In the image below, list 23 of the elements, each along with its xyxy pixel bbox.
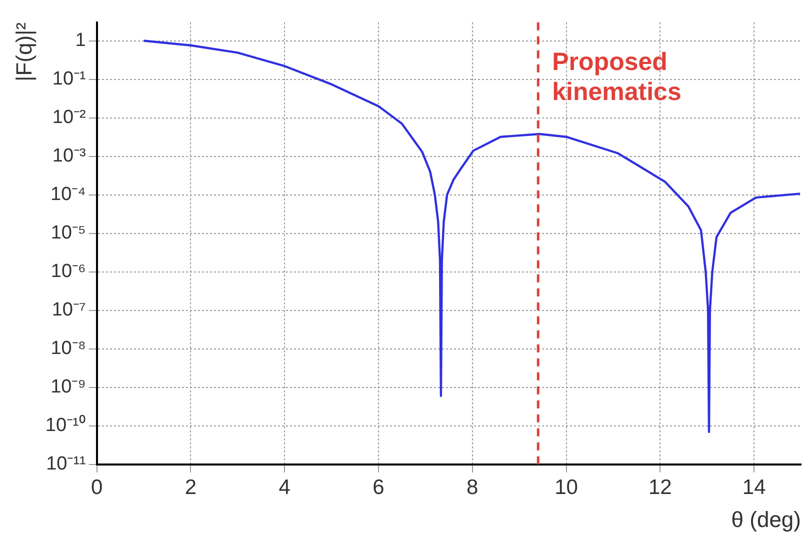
x-tick-label: 0 xyxy=(91,476,103,499)
x-tick-label: 8 xyxy=(466,476,478,499)
y-tick-label: 10⁻⁴ xyxy=(50,184,86,206)
y-tick-label: 10⁻⁶ xyxy=(50,261,86,282)
x-tick-label: 10 xyxy=(554,476,578,499)
y-tick-label: 1 xyxy=(75,30,86,52)
y-tick-label: 10⁻⁷ xyxy=(52,300,86,321)
y-axis-title: |F(q)|² xyxy=(11,22,36,82)
y-tick-label: 10⁻⁹ xyxy=(50,376,86,398)
x-tick-label: 4 xyxy=(278,476,291,499)
y-tick-label: 10⁻³ xyxy=(52,146,86,167)
x-tick-label: 2 xyxy=(184,476,197,499)
y-tick-label: 10⁻⁸ xyxy=(50,338,86,360)
x-tick-label: 12 xyxy=(648,476,672,499)
ref-line-label: Proposed kinematics xyxy=(552,48,682,106)
y-tick-label: 10⁻² xyxy=(52,107,86,128)
y-tick-label: 10⁻¹¹ xyxy=(46,454,86,475)
x-axis-title: θ (deg) xyxy=(731,506,801,532)
x-tick-label: 14 xyxy=(742,476,766,499)
y-tick-label: 10⁻¹ xyxy=(52,68,86,90)
y-tick-label: 10⁻¹⁰ xyxy=(45,414,86,436)
y-tick-label: 10⁻⁵ xyxy=(50,222,86,244)
x-tick-label: 6 xyxy=(372,476,384,499)
